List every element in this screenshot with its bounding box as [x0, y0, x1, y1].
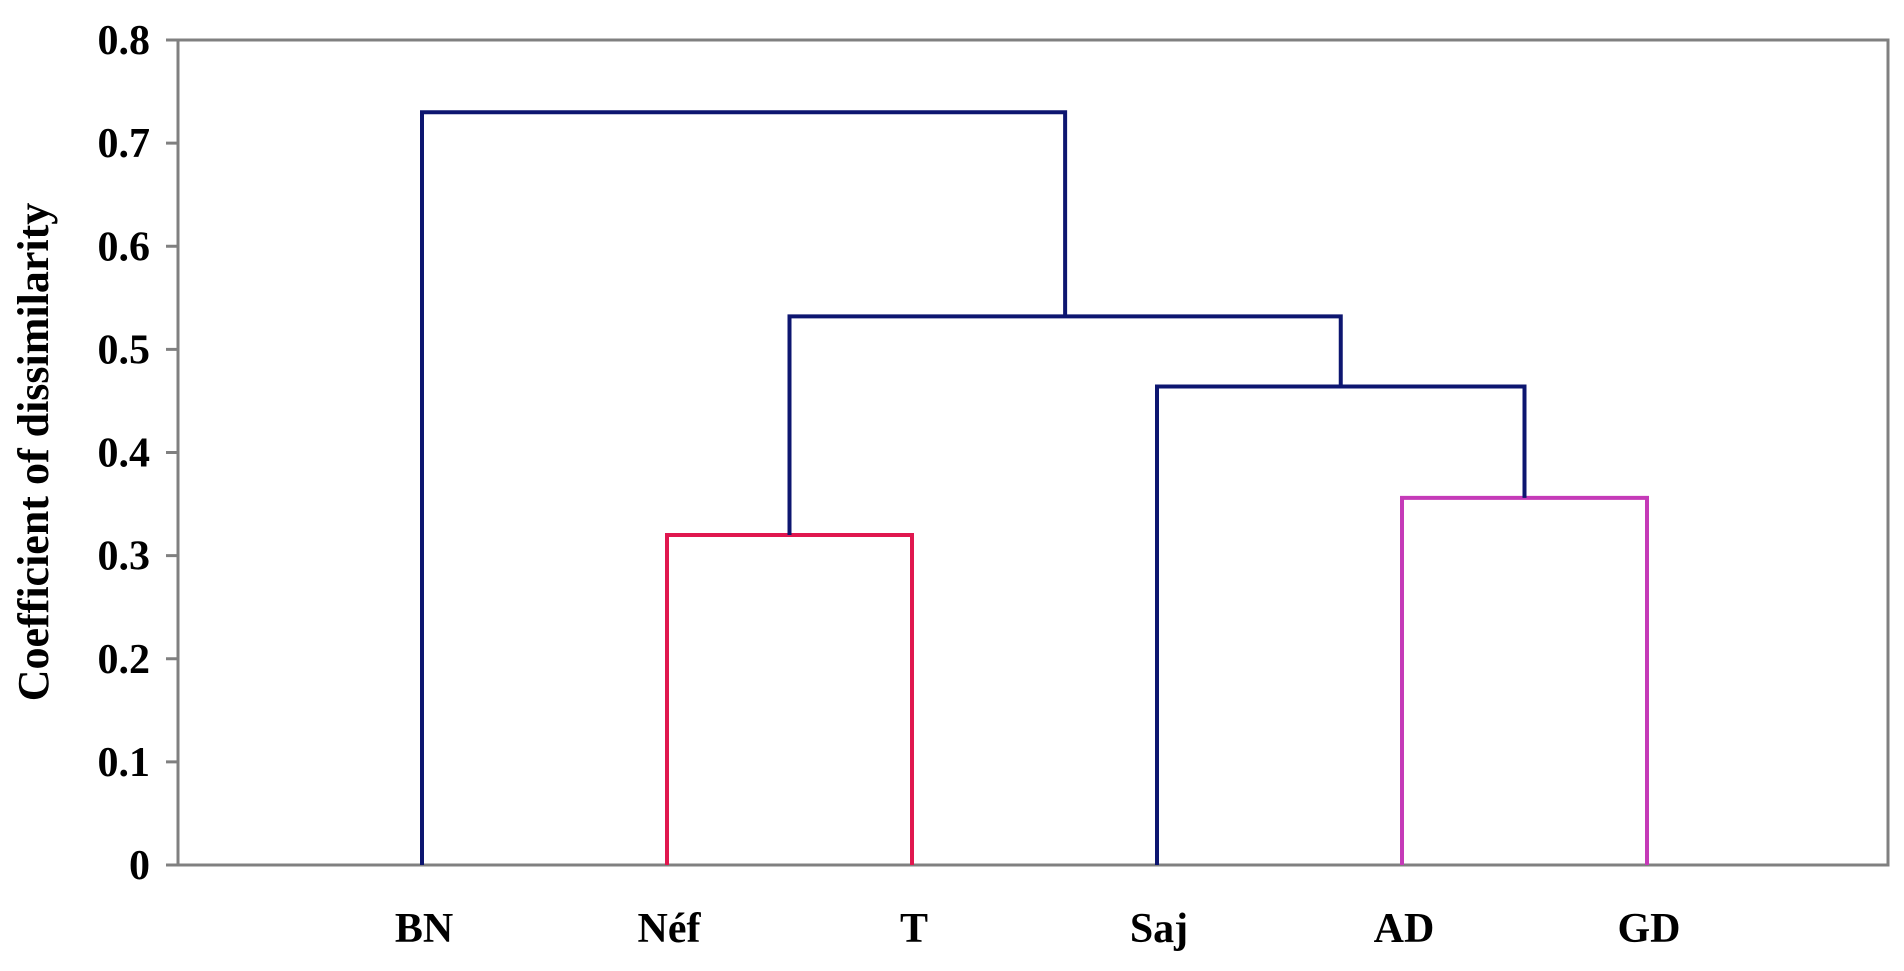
leaf-label: BN [395, 906, 453, 952]
y-tick-label: 0 [129, 843, 150, 889]
axes [176, 38, 1890, 867]
leaf-label: AD [1374, 906, 1435, 952]
leaf-labels: BN Néf T Saj AD GD [395, 906, 1681, 952]
dendrogram-link [1155, 384, 1527, 865]
y-tick-label: 0.1 [98, 740, 151, 786]
y-tick-label: 0.8 [98, 18, 151, 64]
dendrogram-link [665, 533, 914, 865]
y-tick-label: 0.5 [98, 327, 151, 373]
leaf-label: GD [1618, 906, 1681, 952]
dendrogram-link [1400, 495, 1649, 865]
y-tick-label: 0.2 [98, 637, 151, 683]
leaf-label: Néf [638, 906, 702, 952]
y-axis-ticks: 0 0.1 0.2 0.3 0.4 0.5 0.6 0.7 0.8 [98, 18, 178, 889]
y-tick-label: 0.7 [98, 121, 151, 167]
y-tick-label: 0.6 [98, 224, 151, 270]
y-tick-label: 0.3 [98, 534, 151, 580]
dendrogram-link [420, 110, 1068, 865]
y-tick-label: 0.4 [98, 431, 151, 477]
leaf-label: T [900, 906, 928, 952]
plot-frame [176, 38, 1890, 867]
dendrogram-link [787, 314, 1343, 535]
leaf-label: Saj [1130, 906, 1188, 952]
dendrogram-links [420, 110, 1649, 865]
y-axis-label: Coefficient of dissimilarity [9, 203, 58, 702]
